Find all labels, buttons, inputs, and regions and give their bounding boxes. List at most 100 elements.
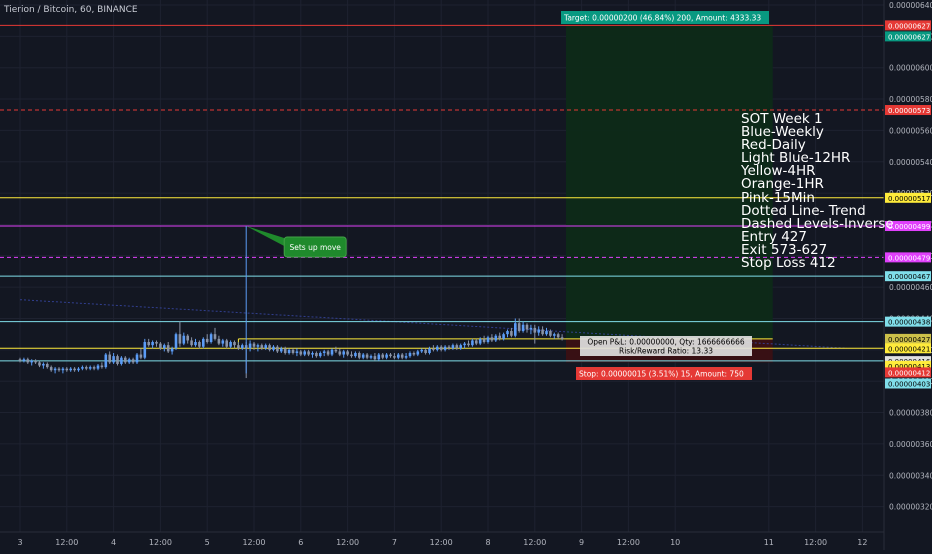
candle-body — [34, 360, 37, 363]
price-tag — [885, 105, 931, 116]
candle-body — [315, 352, 318, 357]
x-tick-label: 12:00 — [242, 538, 265, 547]
candle-body — [432, 348, 435, 350]
candle-body — [155, 342, 158, 344]
y-tick-label: 0.00000460 — [889, 283, 932, 292]
candle-body — [248, 343, 252, 349]
candle-body — [463, 343, 466, 346]
y-tick-label: 0.00000640 — [889, 1, 932, 10]
chart-title: Tierion / Bitcoin, 60, BINANCE — [4, 5, 138, 15]
candle-body — [186, 335, 189, 341]
candle-body — [139, 354, 143, 358]
price-tag-label: 0.00000627 — [888, 22, 930, 30]
price-tag-label: 0.00000627 — [888, 33, 930, 41]
note-line: Yellow-4HR — [741, 163, 816, 180]
price-tag — [885, 271, 931, 282]
price-tag-label: 0.00000403 — [888, 380, 930, 388]
candle-body — [490, 337, 494, 341]
candle-body — [369, 356, 373, 358]
y-tick-label: 0.00000540 — [889, 158, 932, 167]
candle-body — [205, 338, 209, 343]
candle-body — [38, 362, 41, 366]
candle-body — [385, 354, 388, 358]
candle-body — [303, 351, 306, 355]
stop-label: Stop: 0.00000015 (3.51%) 15, Amount: 750 — [579, 370, 744, 379]
price-tag — [885, 360, 931, 371]
candle-body — [194, 342, 197, 346]
candle-body — [18, 359, 22, 361]
price-tag-label: 0.00000467 — [888, 273, 930, 281]
note-line: Red-Daily — [741, 137, 806, 154]
candle-body — [560, 337, 564, 339]
candle-body — [241, 345, 244, 349]
candle-body — [229, 342, 232, 347]
candle-body — [455, 345, 459, 349]
candle-body — [467, 343, 470, 346]
candle-body — [428, 348, 431, 353]
price-tag-label: 0.00000573 — [888, 107, 930, 115]
candle-body — [81, 367, 84, 369]
candle-body — [521, 324, 525, 332]
time-axis: 3 12:00 4 12:00 5 12:00 6 12:00 7 12:00 8 12:00 9 12:… — [0, 531, 884, 547]
candle-body — [545, 331, 548, 335]
candle-body — [478, 338, 482, 344]
x-tick-label: 11 — [764, 538, 774, 547]
candle-body — [46, 363, 49, 368]
candle-body — [221, 340, 225, 344]
candle-body — [459, 345, 462, 349]
note-line: Orange-1HR — [741, 176, 824, 193]
candle-body — [198, 342, 201, 347]
pnl-box — [580, 336, 752, 356]
candle-body — [358, 352, 361, 358]
candle-body — [233, 342, 236, 346]
candle-body — [217, 338, 221, 344]
note-line: Entry 427 — [741, 228, 807, 245]
candle-body — [280, 348, 283, 352]
candle-body — [85, 367, 88, 369]
candle-body — [26, 359, 30, 363]
y-tick-label: 0.00000560 — [889, 126, 932, 135]
price-tag-label: 0.00000427 — [888, 336, 930, 344]
x-tick-label: 3 — [17, 538, 22, 547]
candle-body — [147, 342, 150, 346]
candle-body — [439, 346, 443, 350]
candle-body — [471, 340, 474, 346]
candle-body — [502, 334, 505, 339]
price-tag-label: 0.00000438 — [888, 319, 930, 327]
candle-body — [420, 349, 423, 352]
x-tick-label: 12:00 — [523, 538, 546, 547]
candle-body — [517, 323, 521, 332]
candle-body — [393, 356, 396, 358]
price-tag-label: 0.00000421 — [888, 345, 930, 353]
price-tags: 0.00000627 0.00000627 0.00000573 0.00000517… — [885, 20, 931, 389]
candle-body — [112, 356, 115, 363]
stop-label-box — [576, 367, 752, 380]
price-tag — [885, 367, 931, 378]
candle-body — [151, 342, 154, 346]
candle-body — [397, 354, 400, 358]
candle-body — [88, 367, 92, 369]
candle-body — [77, 368, 80, 371]
target-label-box — [561, 11, 769, 24]
candle-body — [22, 359, 26, 361]
y-tick-label: 0.00000360 — [889, 440, 932, 449]
x-tick-label: 12:00 — [336, 538, 359, 547]
x-tick-label: 8 — [485, 538, 490, 547]
x-tick-label: 12:00 — [149, 538, 172, 547]
candle-body — [163, 345, 166, 349]
candle-body — [100, 365, 104, 368]
candle-body — [412, 352, 416, 355]
price-tag-label: 0.00000479 — [888, 254, 930, 262]
x-tick-label: 12 — [857, 538, 867, 547]
candle-body — [252, 343, 256, 347]
candle-body — [416, 351, 420, 355]
candle-body — [174, 334, 178, 349]
y-tick-label: 0.00000580 — [889, 95, 932, 104]
legend-notes: SOT Week 1 Blue-Weekly Red-Daily Light B… — [741, 112, 894, 270]
candle-body — [287, 349, 291, 353]
candle-body — [311, 352, 314, 355]
price-tag-label: 0.00000412 — [888, 369, 930, 377]
candle-body — [268, 345, 271, 350]
